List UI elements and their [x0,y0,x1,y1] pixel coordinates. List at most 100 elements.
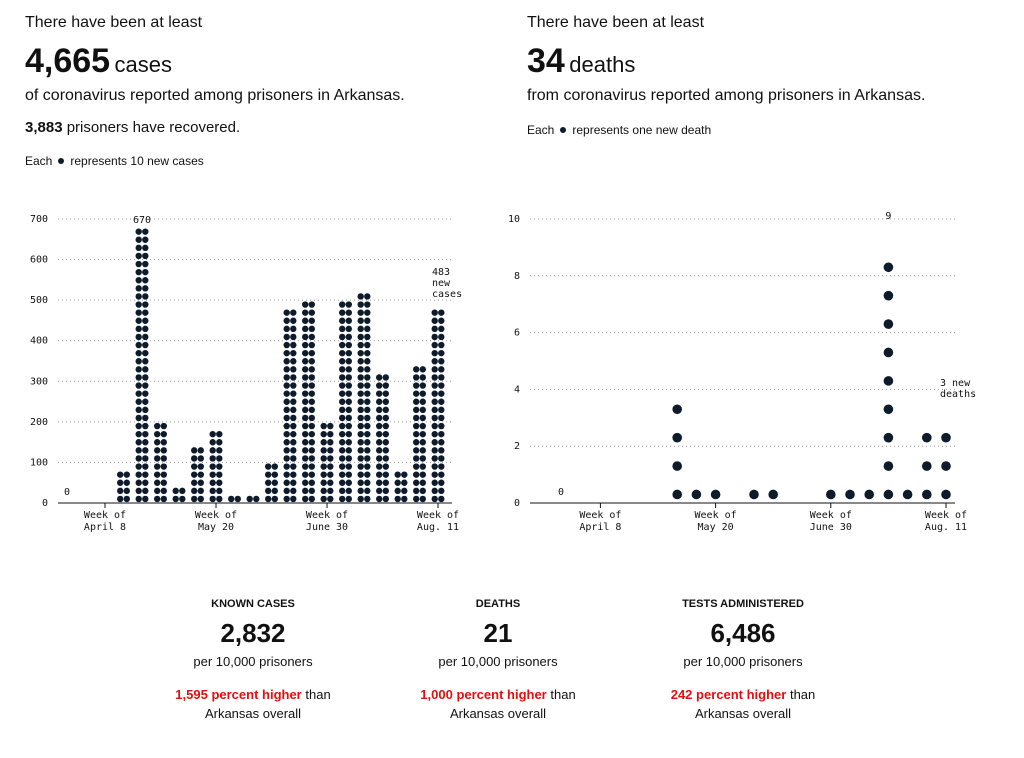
dot [364,495,371,503]
dot [327,455,334,462]
dot [357,301,364,308]
legend-dot [58,158,65,164]
intro: There have been at least [25,14,203,31]
headline: 34 deaths [527,42,635,81]
dot [142,374,149,381]
dot [382,447,389,454]
dot [290,366,297,373]
dot [283,317,290,324]
dot [135,293,142,300]
dot [364,439,371,446]
dot-column [864,489,874,500]
dot [413,422,420,430]
headline-number: 34 [527,42,565,80]
dot [209,455,216,462]
dot [438,309,445,316]
dot [154,455,161,462]
dot [142,414,149,422]
dot [357,349,364,357]
y-tick-label: 0 [514,498,520,509]
dot [382,471,389,478]
dot [376,382,383,389]
dot [160,455,167,462]
dot [345,341,352,349]
dot [135,430,142,438]
dot [290,463,297,470]
comparison-rest: than Arkansas overall [694,687,816,721]
recovered: 3,883 prisoners have recovered. [25,119,240,136]
dot-column [845,489,855,500]
dot [364,301,371,308]
dot [364,333,371,341]
dot [135,382,142,389]
dot [142,285,149,292]
dot [345,471,352,478]
dot [364,309,371,316]
stat-unit: per 10,000 prisoners [683,654,803,669]
dot [308,398,315,405]
dot [142,244,149,252]
dot [197,447,204,454]
chart: 0 2 4 6 8 10 [508,214,955,509]
dot [308,439,315,446]
dot [142,260,149,268]
dot [364,463,371,470]
dot [339,495,346,503]
dot [376,390,383,397]
x-tick-label: Week of June 30 [305,510,349,533]
dot [191,479,198,486]
dot [283,414,290,422]
dot [154,422,161,430]
x-tick-label: Week of April 8 [579,510,622,533]
x-tick-label: Week of Aug. 11 [924,510,968,533]
dot [382,463,389,470]
dot [327,479,334,486]
dot [160,471,167,478]
value-label: 0 [64,487,71,498]
dot [308,333,315,341]
dot [327,422,334,430]
dot [290,495,297,503]
dot [922,432,932,443]
dot [123,479,130,486]
dot [883,319,894,329]
dot [191,471,198,478]
dot [142,471,149,478]
dot [438,447,445,454]
value-label: 670 [132,215,152,227]
dot [290,487,297,495]
dot [431,374,438,381]
dot [413,455,420,462]
dot-column [902,489,913,500]
dot [413,398,420,405]
dot [401,479,408,486]
dot [364,414,371,422]
dot [302,301,309,308]
legend-prefix: Each [25,154,53,168]
dot [117,495,124,503]
dot [376,406,383,414]
highlight: 1,595 percent higher [175,687,302,702]
dot [290,390,297,397]
dot [357,406,364,414]
dot [345,479,352,486]
chart: 0 100 200 300 400 500 600 700 [30,214,452,509]
dot [339,317,346,324]
dot [345,366,352,373]
x-tick-label: Week of June 30 [809,510,852,533]
dot [364,422,371,430]
dot [302,374,309,381]
dot [123,487,130,495]
dot [419,471,426,478]
dot [142,293,149,300]
dot [339,447,346,454]
dot [845,489,855,500]
dot-column [283,309,297,503]
recovered-number: 3,883 [25,119,63,136]
dot [376,422,383,430]
dot [883,262,894,273]
dot [401,487,408,495]
dot [154,479,161,486]
dot [135,471,142,478]
dot [135,479,142,486]
